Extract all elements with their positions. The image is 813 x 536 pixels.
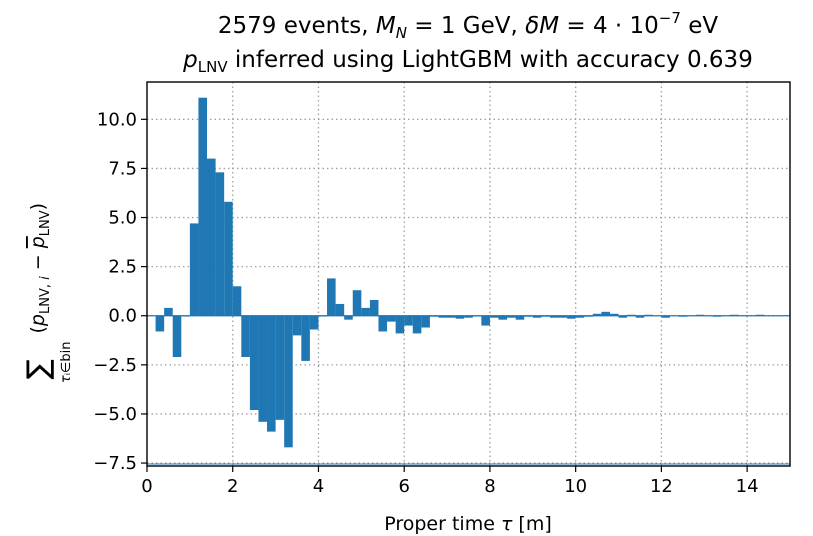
bar [558, 315, 568, 318]
x-tick-label: 4 [313, 476, 324, 497]
y-axis-ticks: −7.5 −5.0 −2.5 0.0 2.5 5.0 7.5 10.0 [93, 109, 147, 474]
bar [249, 315, 259, 411]
bar [455, 315, 465, 319]
bar [532, 315, 542, 318]
bar [421, 315, 430, 328]
bar [207, 158, 216, 316]
bar [164, 307, 173, 316]
bar [489, 315, 499, 318]
bar [661, 315, 670, 318]
bar [327, 278, 336, 316]
y-tick-label: −2.5 [93, 355, 137, 376]
y-tick-label: 0.0 [108, 306, 137, 327]
bar [481, 315, 490, 326]
bar [335, 303, 345, 316]
bar [361, 307, 370, 316]
x-tick-label: 0 [141, 476, 152, 497]
bar [635, 315, 645, 318]
bar [438, 315, 448, 318]
bar [387, 315, 396, 322]
bar [507, 315, 516, 318]
x-tick-label: 8 [484, 476, 495, 497]
chart-title-line1: 2579 events, MN = 1 GeV, δM = 4 · 10−7 e… [218, 9, 718, 42]
bar [395, 315, 405, 334]
bar [549, 315, 559, 318]
bars [147, 97, 790, 465]
bar [301, 315, 310, 361]
y-tick-label: 5.0 [108, 208, 137, 229]
bar [464, 315, 473, 318]
chart-title-line2: pLNV inferred using LightGBM with accura… [182, 47, 753, 76]
x-tick-label: 6 [398, 476, 409, 497]
bar [447, 315, 456, 318]
bar [515, 315, 525, 320]
y-tick-label: −7.5 [93, 453, 137, 474]
y-tick-label: 7.5 [108, 158, 137, 179]
y-tick-label: −5.0 [93, 404, 137, 425]
y-tick-label: 10.0 [97, 109, 137, 130]
bar [284, 315, 293, 448]
bar [241, 315, 250, 357]
bar [267, 315, 276, 432]
grid [147, 82, 790, 466]
bar [232, 286, 242, 316]
bar [344, 315, 353, 320]
bar [215, 172, 225, 316]
svg-text:∑τᵢ∈bin(pLNV, i − pLNV): ∑ τᵢ∈bin(pLNV, i − pLNV) [21, 203, 74, 383]
bar [601, 311, 610, 316]
axes-frame [146, 81, 791, 467]
x-axis-label: Proper time τ [m] [384, 513, 552, 535]
bar [412, 315, 422, 334]
bar [309, 315, 319, 330]
bar [292, 315, 302, 336]
bar [378, 315, 388, 332]
bar [155, 315, 165, 332]
bar [224, 201, 233, 316]
bar [498, 315, 508, 320]
bar [592, 313, 602, 316]
bar [198, 97, 208, 316]
bar [618, 315, 628, 318]
bar [404, 315, 413, 326]
bar [258, 315, 268, 422]
x-axis-ticks: 0 2 4 6 8 10 12 14 [141, 466, 759, 497]
bar [172, 315, 182, 357]
bar [369, 300, 379, 316]
bar [352, 290, 362, 316]
x-tick-label: 14 [736, 476, 759, 497]
bar [189, 223, 199, 316]
bar [275, 315, 285, 420]
x-tick-label: 10 [564, 476, 587, 497]
bar [567, 315, 576, 319]
y-tick-label: 2.5 [108, 257, 137, 278]
bar [609, 313, 619, 316]
x-tick-label: 2 [227, 476, 238, 497]
y-axis-label: ∑ τᵢ∈bin(pLNV, i − pLNV) [21, 203, 74, 383]
bar [575, 315, 585, 318]
x-tick-label: 12 [650, 476, 673, 497]
